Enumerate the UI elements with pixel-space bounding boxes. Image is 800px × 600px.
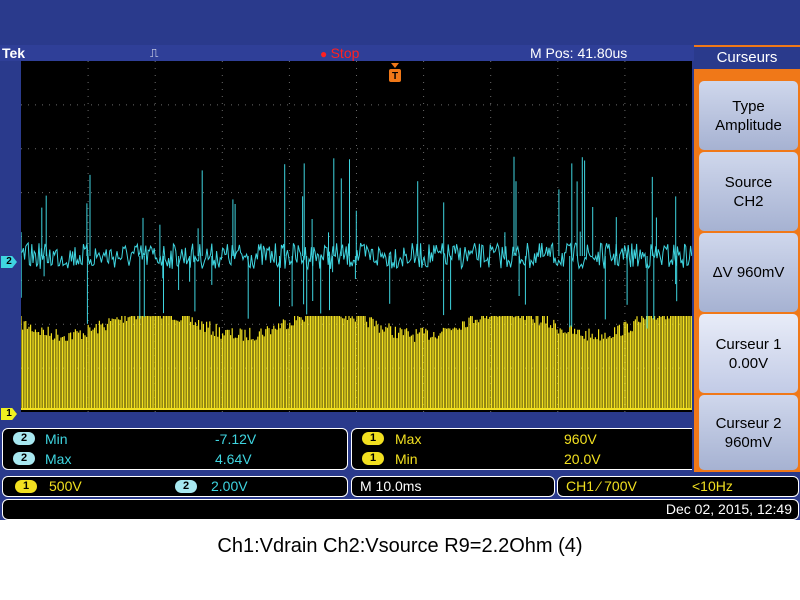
ch2-scale: 2.00V [211,478,248,494]
cursor-source-value: CH2 [733,192,764,210]
delta-v-label: ΔV 960mV [712,264,785,281]
status-header: Tek ⎍ ● Stop M Pos: 41.80us [0,45,694,61]
horizontal-position: M Pos: 41.80us [530,45,628,61]
measurement-label: Min [395,451,418,467]
channel-scale-panel[interactable]: 1 500V 2 2.00V [2,476,348,497]
cursor-source-label: Source [724,173,773,191]
timebase-value: M 10.0ms [360,478,422,494]
ch2-badge: 2 [13,432,35,445]
measurement-value: 960V [564,431,597,447]
cursor-type-label: Type [732,97,765,115]
stop-dot-icon: ● [320,47,331,61]
waveform-canvas [21,61,692,412]
measurement-row: 2 Max 4.64V [3,449,347,469]
side-menu: Curseurs Type Amplitude Source CH2 ΔV 96… [694,45,800,472]
cursor-1-value: 0.00V [728,354,769,372]
ch1-measurement-panel: 1 Max 960V 1 Min 20.0V [351,428,692,470]
ch1-badge: 1 [362,432,384,445]
waveform-graticule [21,61,692,412]
run-state-label: Stop [330,45,360,61]
delta-v-button[interactable]: ΔV 960mV [699,233,798,312]
ch1-scale-badge: 1 [15,480,37,493]
trigger-setting: CH1 ⁄ 700V [566,478,637,494]
ch1-waveform [21,316,692,409]
ch2-scale-badge: 2 [175,480,197,493]
measurement-label: Max [395,431,422,447]
ch2-measurement-panel: 2 Min -7.12V 2 Max 4.64V [2,428,348,470]
ch1-badge: 1 [362,452,384,465]
cursor-2-value: 960mV [724,433,773,451]
trigger-pulse-icon: ⎍ [150,46,159,60]
figure-caption: Ch1:Vdrain Ch2:Vsource R9=2.2Ohm (4) [217,535,583,557]
cursor-1-label: Curseur 1 [715,335,782,353]
measurement-value: 20.0V [564,451,601,467]
brand-logo: Tek [2,45,26,61]
cursor-2-label: Curseur 2 [715,414,782,432]
cursor-source-button[interactable]: Source CH2 [699,152,798,231]
measurement-label: Min [45,431,68,447]
trigger-position-marker[interactable]: T [388,63,402,83]
datetime: Dec 02, 2015, 12:49 [665,501,792,517]
ch1-scale: 500V [49,478,82,494]
cursor-1-button[interactable]: Curseur 1 0.00V [699,314,798,393]
trigger-marker-label: T [392,71,398,82]
cursor-type-button[interactable]: Type Amplitude [699,81,798,150]
datetime-panel: Dec 02, 2015, 12:49 [2,499,799,520]
oscilloscope-display: Tek ⎍ ● Stop M Pos: 41.80us 2 1 T Curseu… [0,0,800,520]
trigger-frequency: <10Hz [692,478,733,494]
measurement-row: 1 Min 20.0V [352,449,692,469]
measurement-row: 1 Max 960V [352,429,692,449]
cursor-type-value: Amplitude [715,116,782,134]
run-state[interactable]: ● Stop [320,45,359,62]
measurement-label: Max [45,451,72,467]
ch2-ground-marker[interactable]: 2 [1,256,17,268]
timebase-panel[interactable]: M 10.0ms [351,476,555,497]
side-menu-title: Curseurs [694,47,800,69]
measurement-value: -7.12V [215,431,257,447]
trigger-panel[interactable]: CH1 ⁄ 700V <10Hz [557,476,799,497]
ch2-badge: 2 [13,452,35,465]
ch2-waveform [21,241,692,271]
ch1-ground-marker[interactable]: 1 [1,408,17,420]
measurement-row: 2 Min -7.12V [3,429,347,449]
cursor-2-button[interactable]: Curseur 2 960mV [699,395,798,470]
measurement-value: 4.64V [215,451,252,467]
